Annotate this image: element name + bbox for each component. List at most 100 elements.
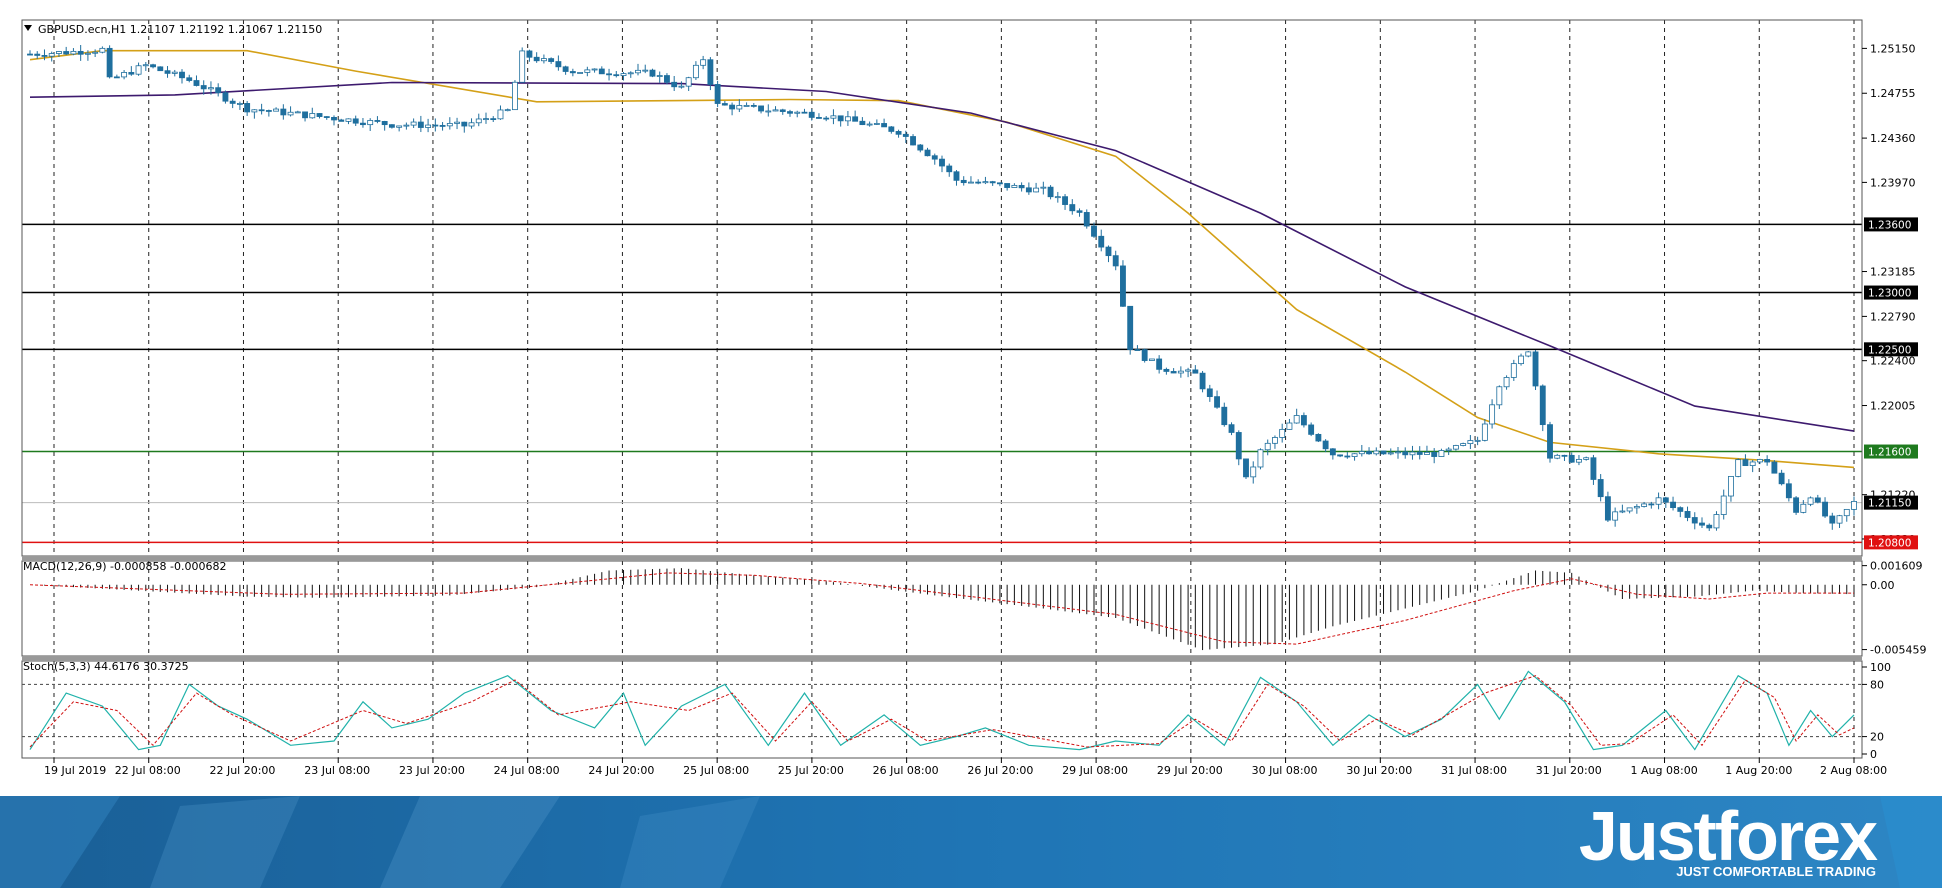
candle-body [620,73,627,76]
candle-body [56,51,62,54]
candle-body [352,118,359,124]
candle-body [533,56,540,62]
candle-body [1633,506,1640,509]
candle-body [1525,351,1532,357]
candle-body [801,111,808,114]
x-tick-label: 30 Jul 08:00 [1252,764,1318,777]
candle-body [975,181,982,184]
candle-body [649,69,656,77]
candle-body [164,70,171,74]
x-tick-label: 19 Jul 2019 [44,764,106,777]
candle-body [1315,433,1322,442]
candle-body [714,84,721,104]
candle-body [157,66,164,72]
candle-body [446,123,453,127]
x-tick-label: 23 Jul 20:00 [399,764,465,777]
candle-body [902,133,909,137]
candle-body [671,81,678,88]
candle-body [844,116,851,122]
level-tag-bg [1864,444,1918,459]
candle-body [439,125,446,127]
candle-body [396,125,403,128]
candle-body [403,124,410,127]
brand-tagline: JUST COMFORTABLE TRADING [1676,864,1876,879]
candle-body [555,61,562,68]
candle-body [1033,187,1040,193]
candle-body [1547,424,1553,459]
candle-body [613,74,620,77]
candle-body [1177,370,1184,374]
candle-body [121,72,128,78]
candle-body [721,103,728,106]
candle-body [1279,428,1286,438]
candle-body [808,111,815,118]
candle-body [1814,497,1821,503]
candle-body [461,121,468,127]
panel-bg [22,20,1862,556]
candle-body [1344,455,1351,458]
candle-body [548,58,555,62]
x-tick-label: 2 Aug 08:00 [1820,764,1887,777]
candle-body [1293,415,1300,424]
candle-body [1742,459,1749,467]
candle-body [1112,255,1119,267]
candle-body [989,181,996,184]
candle-body [1206,388,1213,398]
candle-body [1539,385,1546,426]
candle-body [823,117,830,120]
candle-body [287,111,294,116]
candle-body [1807,497,1814,505]
candle-body [1706,524,1713,529]
candle-body [34,53,41,56]
candle-body [113,76,120,79]
candle-body [1793,497,1800,513]
candle-body [1851,501,1857,510]
macd-tick-label: 0.001609 [1870,560,1923,573]
candle-body [953,171,960,181]
candle-body [1452,445,1459,450]
x-tick-label: 25 Jul 08:00 [683,764,749,777]
candle-body [374,120,381,122]
candle-body [1257,449,1264,468]
candle-body [1192,369,1199,374]
candle-body [1576,458,1582,463]
dropdown-triangle-icon[interactable] [24,25,32,31]
candle-body [1467,440,1474,444]
candle-body [635,69,641,74]
candle-body [1532,351,1539,387]
candle-body [1749,461,1756,467]
candle-body [1148,358,1155,361]
candle-body [345,118,352,122]
candle-body [859,120,866,126]
candle-body [497,109,504,120]
candle-body [367,120,374,126]
candle-body [852,116,859,122]
candle-body [41,55,48,57]
candle-body [236,103,243,105]
candle-body [1322,440,1329,450]
price-tick-label: 1.25150 [1870,42,1916,55]
horizontal-levels [22,223,1862,544]
candle-body [1785,483,1792,499]
candle-body [1583,457,1590,460]
candle-body [483,118,489,121]
candle-body [627,72,634,75]
candle-body [244,103,251,113]
level-tag-label: 1.21600 [1868,447,1911,459]
candle-body [1510,363,1517,378]
macd-tick-label: 0.00 [1870,579,1895,592]
candle-body [1163,368,1170,372]
candle-body [490,118,497,121]
candle-body [273,108,280,112]
candle-body [150,64,156,68]
candle-body [1156,358,1163,370]
candle-body [1699,522,1705,526]
symbol-header: GBPUSD.ecn,H1 1.21107 1.21192 1.21067 1.… [38,23,322,36]
candle-body [294,111,301,114]
candle-body [410,121,417,126]
candle-body [1170,371,1177,374]
candle-body [1228,424,1235,433]
candle-body [830,115,837,119]
current-price-tag-bg [1864,495,1918,510]
stoch-k-line [29,670,1855,751]
